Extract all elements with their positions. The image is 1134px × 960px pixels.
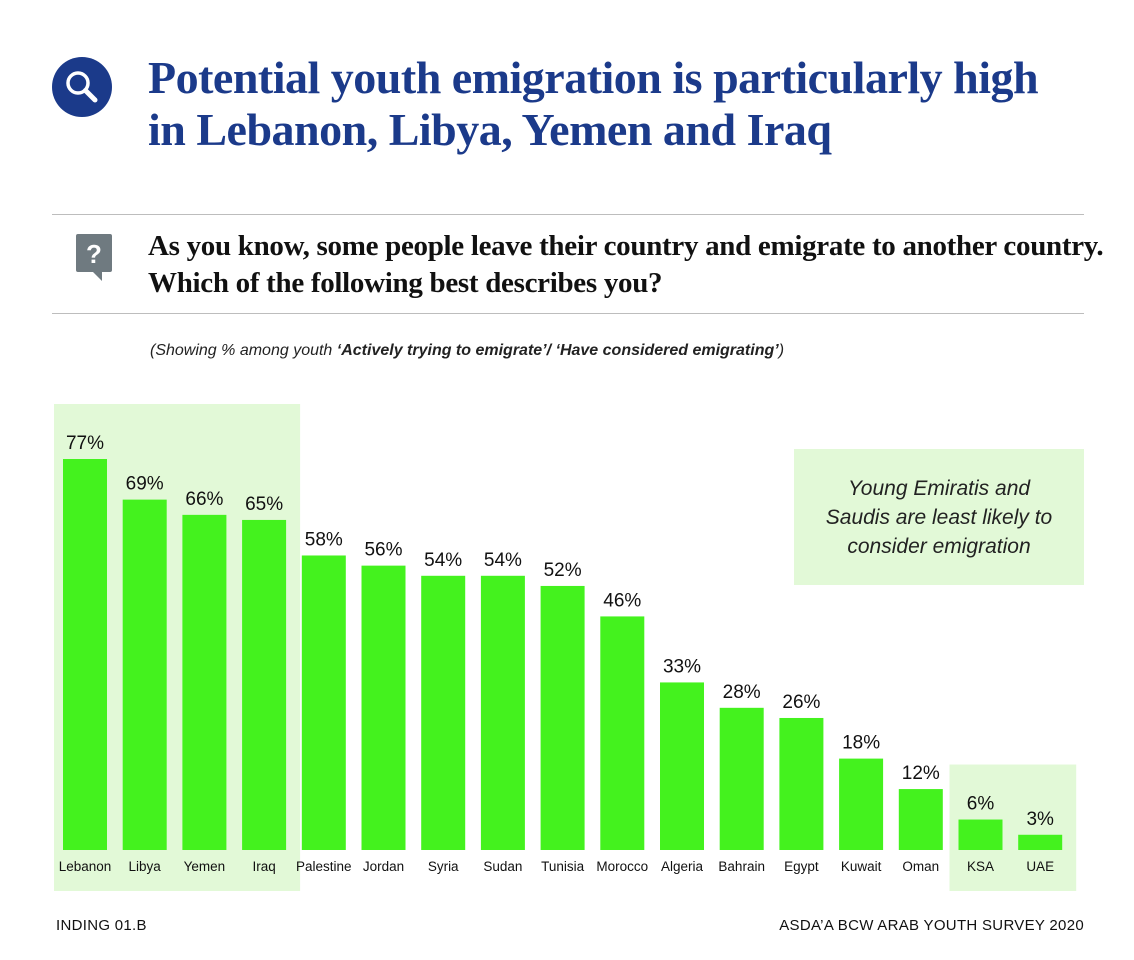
category-label-kuwait: Kuwait bbox=[841, 859, 882, 874]
value-label-algeria: 33% bbox=[663, 656, 701, 677]
category-label-libya: Libya bbox=[129, 859, 162, 874]
chart-note-emphasis: ‘Actively trying to emigrate’/ ‘Have con… bbox=[336, 342, 779, 359]
category-label-palestine: Palestine bbox=[296, 859, 352, 874]
value-label-tunisia: 52% bbox=[544, 560, 582, 581]
value-label-ksa: 6% bbox=[967, 794, 995, 815]
bar-oman bbox=[898, 789, 943, 850]
value-label-uae: 3% bbox=[1026, 809, 1054, 830]
top-divider bbox=[52, 214, 1084, 215]
category-label-jordan: Jordan bbox=[363, 859, 404, 874]
category-label-tunisia: Tunisia bbox=[541, 859, 585, 874]
category-label-algeria: Algeria bbox=[661, 859, 704, 874]
survey-question: As you know, some people leave their cou… bbox=[148, 230, 1104, 299]
value-label-libya: 69% bbox=[126, 474, 164, 495]
callout-box: Young Emiratis and Saudis are least like… bbox=[794, 449, 1084, 585]
category-label-lebanon: Lebanon bbox=[59, 859, 112, 874]
value-label-palestine: 58% bbox=[305, 529, 343, 550]
bar-jordan bbox=[361, 565, 406, 850]
value-label-oman: 12% bbox=[902, 763, 940, 784]
bar-bahrain bbox=[719, 707, 764, 850]
category-label-syria: Syria bbox=[428, 859, 459, 874]
chart-note-suffix: ) bbox=[778, 342, 785, 359]
bar-libya bbox=[122, 499, 167, 850]
value-label-sudan: 54% bbox=[484, 550, 522, 571]
finding-label: INDING 01.B bbox=[56, 917, 147, 934]
chart-note: (Showing % among youth ‘Actively trying … bbox=[150, 342, 784, 360]
bar-yemen bbox=[182, 514, 227, 850]
value-label-egypt: 26% bbox=[782, 692, 820, 713]
bottom-divider bbox=[52, 313, 1084, 314]
value-label-yemen: 66% bbox=[185, 489, 223, 510]
bar-algeria bbox=[660, 682, 704, 850]
callout-text: Young Emiratis and Saudis are least like… bbox=[825, 476, 1053, 558]
category-label-uae: UAE bbox=[1026, 859, 1054, 874]
value-label-jordan: 56% bbox=[364, 540, 402, 561]
bar-morocco bbox=[600, 616, 645, 850]
value-label-bahrain: 28% bbox=[723, 682, 761, 703]
bar-iraq bbox=[242, 519, 287, 850]
search-icon bbox=[66, 71, 98, 103]
bar-lebanon bbox=[63, 459, 107, 850]
value-label-morocco: 46% bbox=[603, 590, 641, 611]
survey-credit: ASDA’A BCW ARAB YOUTH SURVEY 2020 bbox=[779, 917, 1084, 934]
category-label-oman: Oman bbox=[902, 859, 939, 874]
bar-palestine bbox=[301, 555, 346, 850]
bar-ksa bbox=[958, 819, 1003, 850]
bar-uae bbox=[1018, 834, 1063, 850]
category-label-iraq: Iraq bbox=[252, 859, 275, 874]
bar-tunisia bbox=[540, 585, 585, 850]
chart-note-prefix: (Showing % among youth bbox=[150, 342, 337, 359]
category-label-morocco: Morocco bbox=[596, 859, 648, 874]
category-label-egypt: Egypt bbox=[784, 859, 819, 874]
category-label-ksa: KSA bbox=[967, 859, 994, 874]
category-label-yemen: Yemen bbox=[184, 859, 226, 874]
value-label-lebanon: 77% bbox=[66, 433, 104, 454]
category-label-sudan: Sudan bbox=[483, 859, 522, 874]
value-label-kuwait: 18% bbox=[842, 733, 880, 754]
bar-egypt bbox=[779, 717, 824, 850]
search-badge bbox=[52, 57, 112, 117]
question-bubble-icon: ? bbox=[76, 234, 112, 281]
bar-syria bbox=[421, 575, 466, 850]
value-label-iraq: 65% bbox=[245, 494, 283, 515]
bar-sudan bbox=[480, 575, 525, 850]
value-label-syria: 54% bbox=[424, 550, 462, 571]
bar-kuwait bbox=[839, 758, 884, 850]
page-title: Potential youth emigration is particular… bbox=[148, 52, 1039, 155]
category-label-bahrain: Bahrain bbox=[718, 859, 765, 874]
svg-text:?: ? bbox=[86, 239, 102, 269]
